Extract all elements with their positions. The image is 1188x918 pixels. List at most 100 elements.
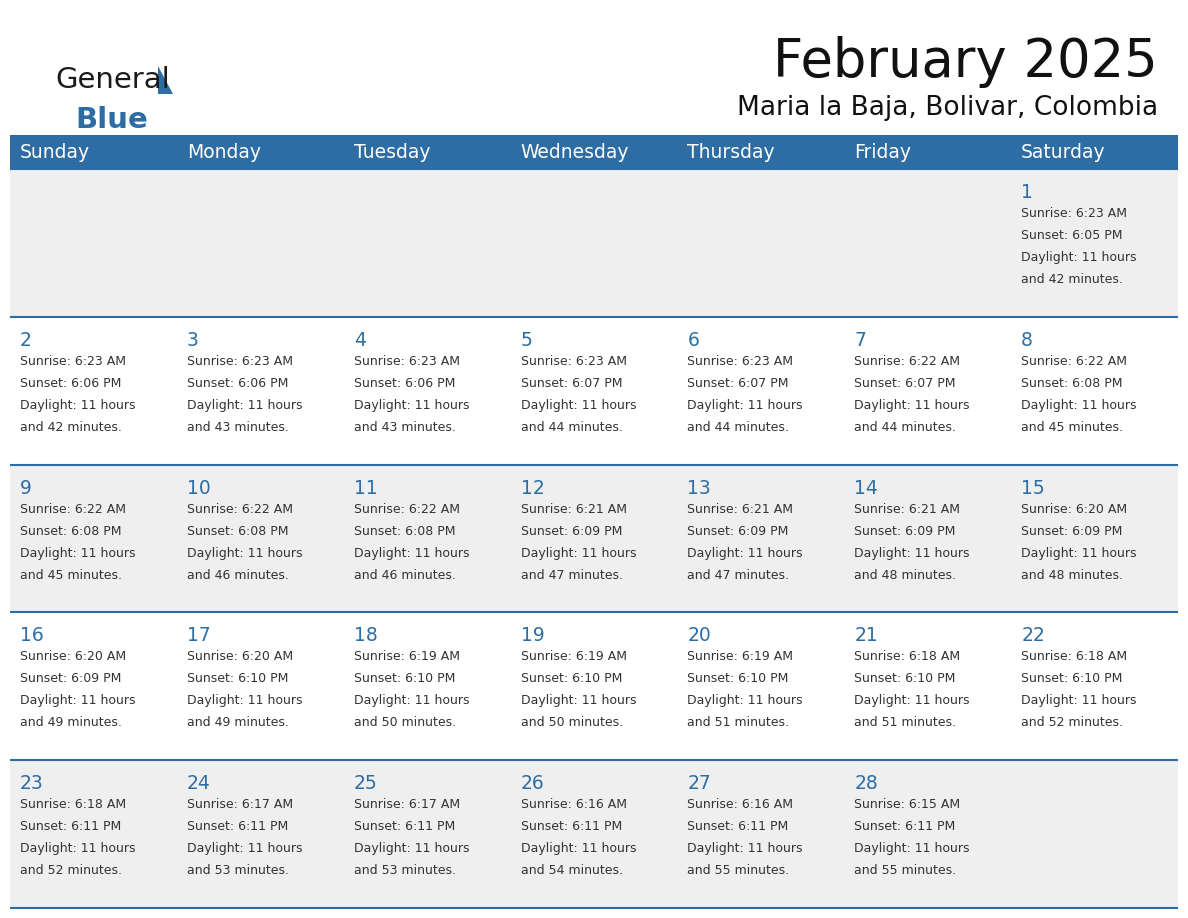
Text: Daylight: 11 hours: Daylight: 11 hours bbox=[688, 398, 803, 412]
Text: Sunrise: 6:15 AM: Sunrise: 6:15 AM bbox=[854, 798, 960, 812]
Text: 17: 17 bbox=[187, 626, 210, 645]
Text: Sunrise: 6:23 AM: Sunrise: 6:23 AM bbox=[20, 354, 126, 368]
Text: Sunset: 6:09 PM: Sunset: 6:09 PM bbox=[688, 524, 789, 538]
Text: Daylight: 11 hours: Daylight: 11 hours bbox=[187, 842, 303, 856]
Text: 27: 27 bbox=[688, 774, 712, 793]
Text: Friday: Friday bbox=[854, 142, 911, 162]
Text: Daylight: 11 hours: Daylight: 11 hours bbox=[187, 694, 303, 708]
Text: Blue: Blue bbox=[75, 106, 147, 134]
Text: Sunset: 6:08 PM: Sunset: 6:08 PM bbox=[20, 524, 121, 538]
Text: Daylight: 11 hours: Daylight: 11 hours bbox=[354, 842, 469, 856]
Text: Sunset: 6:05 PM: Sunset: 6:05 PM bbox=[1022, 229, 1123, 242]
Text: Sunrise: 6:23 AM: Sunrise: 6:23 AM bbox=[354, 354, 460, 368]
Text: Sunset: 6:07 PM: Sunset: 6:07 PM bbox=[854, 376, 956, 390]
Text: Daylight: 11 hours: Daylight: 11 hours bbox=[520, 694, 636, 708]
Text: and 42 minutes.: and 42 minutes. bbox=[1022, 273, 1123, 286]
Text: February 2025: February 2025 bbox=[773, 36, 1158, 88]
Text: Daylight: 11 hours: Daylight: 11 hours bbox=[20, 842, 135, 856]
Text: and 49 minutes.: and 49 minutes. bbox=[187, 716, 289, 730]
Text: Sunrise: 6:22 AM: Sunrise: 6:22 AM bbox=[20, 502, 126, 516]
Text: Sunset: 6:09 PM: Sunset: 6:09 PM bbox=[1022, 524, 1123, 538]
Text: Daylight: 11 hours: Daylight: 11 hours bbox=[688, 842, 803, 856]
Text: and 46 minutes.: and 46 minutes. bbox=[354, 568, 455, 582]
Text: 19: 19 bbox=[520, 626, 544, 645]
Text: Sunrise: 6:19 AM: Sunrise: 6:19 AM bbox=[688, 650, 794, 664]
Text: and 43 minutes.: and 43 minutes. bbox=[354, 420, 455, 434]
Text: Daylight: 11 hours: Daylight: 11 hours bbox=[1022, 398, 1137, 412]
Text: and 50 minutes.: and 50 minutes. bbox=[354, 716, 456, 730]
Text: 13: 13 bbox=[688, 478, 712, 498]
Text: and 48 minutes.: and 48 minutes. bbox=[854, 568, 956, 582]
Text: and 47 minutes.: and 47 minutes. bbox=[520, 568, 623, 582]
Text: and 42 minutes.: and 42 minutes. bbox=[20, 420, 122, 434]
Text: 25: 25 bbox=[354, 774, 378, 793]
Text: and 53 minutes.: and 53 minutes. bbox=[354, 864, 456, 878]
Text: Sunrise: 6:20 AM: Sunrise: 6:20 AM bbox=[1022, 502, 1127, 516]
Text: Sunset: 6:11 PM: Sunset: 6:11 PM bbox=[854, 820, 955, 834]
Text: 2: 2 bbox=[20, 330, 32, 350]
Text: Sunrise: 6:23 AM: Sunrise: 6:23 AM bbox=[1022, 207, 1127, 220]
Text: Sunrise: 6:19 AM: Sunrise: 6:19 AM bbox=[354, 650, 460, 664]
Text: Daylight: 11 hours: Daylight: 11 hours bbox=[854, 546, 969, 560]
Text: 10: 10 bbox=[187, 478, 210, 498]
Text: 9: 9 bbox=[20, 478, 32, 498]
Text: and 55 minutes.: and 55 minutes. bbox=[688, 864, 790, 878]
Text: Daylight: 11 hours: Daylight: 11 hours bbox=[520, 546, 636, 560]
Text: and 46 minutes.: and 46 minutes. bbox=[187, 568, 289, 582]
Text: 6: 6 bbox=[688, 330, 700, 350]
Text: Sunset: 6:11 PM: Sunset: 6:11 PM bbox=[520, 820, 621, 834]
Text: Sunset: 6:11 PM: Sunset: 6:11 PM bbox=[20, 820, 121, 834]
Text: Tuesday: Tuesday bbox=[354, 142, 430, 162]
Text: 16: 16 bbox=[20, 626, 44, 645]
Text: Sunset: 6:11 PM: Sunset: 6:11 PM bbox=[688, 820, 789, 834]
Text: Sunset: 6:10 PM: Sunset: 6:10 PM bbox=[688, 672, 789, 686]
Text: General: General bbox=[55, 66, 170, 94]
Text: Monday: Monday bbox=[187, 142, 261, 162]
Text: and 45 minutes.: and 45 minutes. bbox=[20, 568, 122, 582]
Text: and 44 minutes.: and 44 minutes. bbox=[688, 420, 789, 434]
Text: and 52 minutes.: and 52 minutes. bbox=[1022, 716, 1123, 730]
Bar bbox=[10, 317, 1178, 465]
Text: Sunset: 6:11 PM: Sunset: 6:11 PM bbox=[354, 820, 455, 834]
Text: 8: 8 bbox=[1022, 330, 1034, 350]
Text: Sunrise: 6:22 AM: Sunrise: 6:22 AM bbox=[854, 354, 960, 368]
Bar bbox=[10, 465, 1178, 612]
Text: Sunrise: 6:22 AM: Sunrise: 6:22 AM bbox=[1022, 354, 1127, 368]
Text: Sunrise: 6:21 AM: Sunrise: 6:21 AM bbox=[854, 502, 960, 516]
Text: Sunset: 6:06 PM: Sunset: 6:06 PM bbox=[354, 376, 455, 390]
Bar bbox=[10, 135, 1178, 169]
Text: Wednesday: Wednesday bbox=[520, 142, 630, 162]
Text: Sunrise: 6:20 AM: Sunrise: 6:20 AM bbox=[187, 650, 293, 664]
Text: 1: 1 bbox=[1022, 183, 1034, 202]
Text: Sunrise: 6:20 AM: Sunrise: 6:20 AM bbox=[20, 650, 126, 664]
Text: 12: 12 bbox=[520, 478, 544, 498]
Text: 28: 28 bbox=[854, 774, 878, 793]
Text: and 48 minutes.: and 48 minutes. bbox=[1022, 568, 1123, 582]
Text: Sunrise: 6:22 AM: Sunrise: 6:22 AM bbox=[187, 502, 293, 516]
Text: Sunrise: 6:23 AM: Sunrise: 6:23 AM bbox=[688, 354, 794, 368]
Text: Daylight: 11 hours: Daylight: 11 hours bbox=[854, 842, 969, 856]
Text: 18: 18 bbox=[354, 626, 378, 645]
Text: 4: 4 bbox=[354, 330, 366, 350]
Text: 14: 14 bbox=[854, 478, 878, 498]
Text: Sunset: 6:07 PM: Sunset: 6:07 PM bbox=[688, 376, 789, 390]
Text: Daylight: 11 hours: Daylight: 11 hours bbox=[854, 694, 969, 708]
Text: Sunrise: 6:16 AM: Sunrise: 6:16 AM bbox=[520, 798, 626, 812]
Text: Saturday: Saturday bbox=[1022, 142, 1106, 162]
Text: Daylight: 11 hours: Daylight: 11 hours bbox=[688, 694, 803, 708]
Text: and 49 minutes.: and 49 minutes. bbox=[20, 716, 122, 730]
Text: Sunset: 6:09 PM: Sunset: 6:09 PM bbox=[854, 524, 955, 538]
Text: and 50 minutes.: and 50 minutes. bbox=[520, 716, 623, 730]
Text: 21: 21 bbox=[854, 626, 878, 645]
Text: Thursday: Thursday bbox=[688, 142, 775, 162]
Text: Daylight: 11 hours: Daylight: 11 hours bbox=[20, 398, 135, 412]
Text: Daylight: 11 hours: Daylight: 11 hours bbox=[20, 546, 135, 560]
Text: and 44 minutes.: and 44 minutes. bbox=[520, 420, 623, 434]
Text: Daylight: 11 hours: Daylight: 11 hours bbox=[20, 694, 135, 708]
Text: 5: 5 bbox=[520, 330, 532, 350]
Text: and 45 minutes.: and 45 minutes. bbox=[1022, 420, 1123, 434]
Text: Sunset: 6:06 PM: Sunset: 6:06 PM bbox=[20, 376, 121, 390]
Text: Daylight: 11 hours: Daylight: 11 hours bbox=[354, 694, 469, 708]
Text: Sunset: 6:10 PM: Sunset: 6:10 PM bbox=[520, 672, 623, 686]
Text: Sunrise: 6:21 AM: Sunrise: 6:21 AM bbox=[520, 502, 626, 516]
